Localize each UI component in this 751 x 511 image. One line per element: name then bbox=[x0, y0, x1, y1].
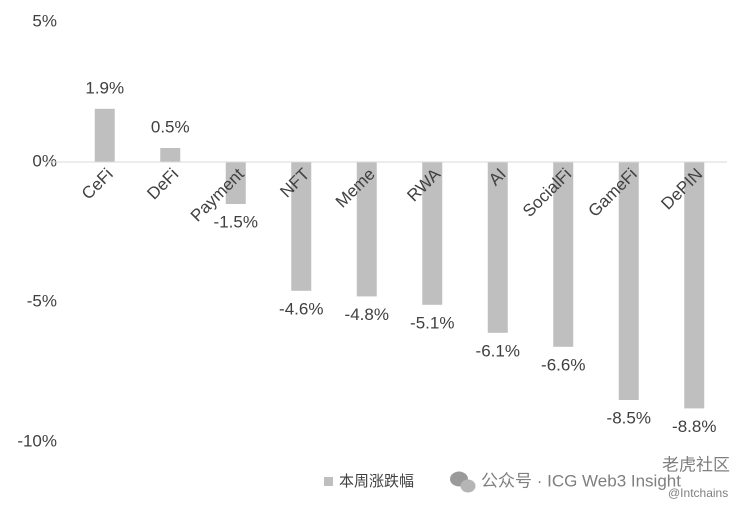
y-tick-label: 5% bbox=[32, 11, 57, 30]
value-label: -5.1% bbox=[410, 313, 454, 332]
bar bbox=[487, 162, 508, 333]
value-label: -8.8% bbox=[672, 417, 716, 436]
bar bbox=[618, 162, 639, 400]
y-tick-label: 0% bbox=[32, 151, 57, 170]
bar bbox=[94, 108, 115, 162]
watermark-handle: @Intchains bbox=[668, 486, 728, 500]
bar bbox=[160, 148, 181, 162]
watermark-account: 公众号 · ICG Web3 Insight bbox=[481, 471, 681, 490]
value-label: -4.8% bbox=[345, 305, 389, 324]
value-label: -6.6% bbox=[541, 355, 585, 374]
value-label: 0.5% bbox=[151, 117, 190, 136]
value-label: -1.5% bbox=[214, 212, 258, 231]
value-label: 1.9% bbox=[85, 78, 124, 97]
y-tick-label: -5% bbox=[27, 291, 57, 310]
bar bbox=[291, 162, 312, 291]
watermark-community: 老虎社区 bbox=[662, 455, 730, 474]
legend-swatch bbox=[324, 477, 333, 486]
legend-label: 本周涨跌幅 bbox=[339, 473, 414, 490]
bar bbox=[553, 162, 574, 347]
y-tick-label: -10% bbox=[17, 431, 57, 450]
value-label: -6.1% bbox=[476, 341, 520, 360]
bar bbox=[356, 162, 377, 297]
bar bbox=[422, 162, 443, 305]
bar bbox=[684, 162, 705, 409]
bar bbox=[225, 162, 246, 204]
value-label: -4.6% bbox=[279, 299, 323, 318]
value-label: -8.5% bbox=[607, 408, 651, 427]
wechat-icon bbox=[450, 471, 476, 493]
